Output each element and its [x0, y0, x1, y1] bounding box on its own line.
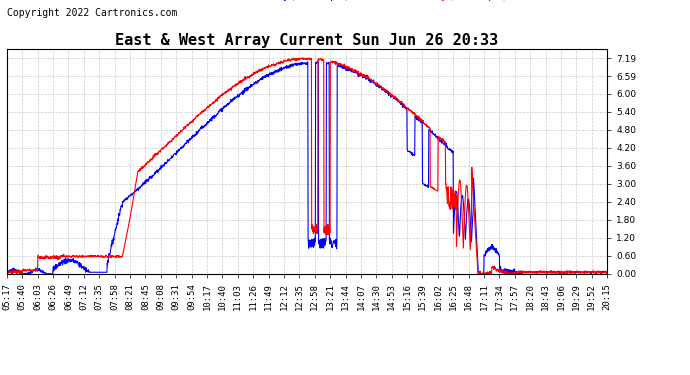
- Title: East & West Array Current Sun Jun 26 20:33: East & West Array Current Sun Jun 26 20:…: [115, 33, 499, 48]
- Text: Copyright 2022 Cartronics.com: Copyright 2022 Cartronics.com: [7, 8, 177, 18]
- Legend: East Array(DC Amps), West Array(DC Amps): East Array(DC Amps), West Array(DC Amps): [198, 0, 512, 6]
